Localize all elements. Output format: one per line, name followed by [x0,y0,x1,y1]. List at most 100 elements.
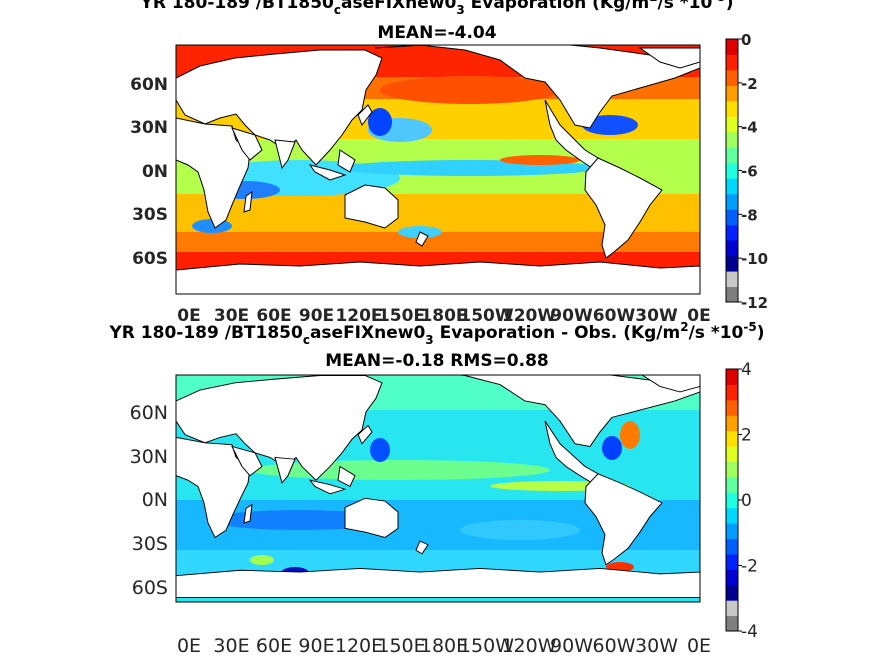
map-panel-evaporation-minus-obs: YR 180-189 /BT1850caseFIXnew03 Evaporati… [108,320,764,656]
lon-tick-label: 120W [501,635,556,656]
colorbar-segment [726,384,738,401]
lat-tick-label: 60N [130,75,168,95]
colorbar-segment [726,255,738,272]
bottom-lat-ticks: 60N 30N 0N 30S 60S [130,402,168,599]
colorbar-segment [726,224,738,241]
colorbar-segment [726,240,738,257]
bottom-colorbar-ticks: 4 2 0 -2 -4 [738,360,758,642]
colorbar-tick-label: -10 [741,250,768,268]
lat-tick-label: 0N [142,162,168,182]
lon-tick-label: 180E [420,306,467,326]
colorbar-segment [726,430,738,447]
colorbar-segment [726,85,738,102]
bottom-title: YR 180-189 /BT1850caseFIXnew03 Evaporati… [108,320,764,347]
colorbar-segment [726,507,738,524]
colorbar-segment [726,193,738,210]
lat-tick-label: 30S [132,205,168,225]
lat-tick-label: 60S [132,577,168,599]
colorbar-segment [726,415,738,432]
colorbar-tick-label: 0 [741,31,751,49]
lon-tick-label: 30E [214,306,249,326]
colorbar-segment [726,523,738,540]
colorbar-tick-label: 2 [741,426,752,446]
lon-tick-label: 60E [256,306,291,326]
colorbar-tick-label: -8 [741,206,758,224]
colorbar-tick-label: 4 [741,360,752,380]
lon-tick-label: 150W [459,306,513,326]
top-colorbar [725,38,739,303]
lon-tick-label: 60E [256,635,292,656]
colorbar-segment [726,538,738,555]
top-stats: MEAN=-4.04 [377,23,496,43]
lon-tick-label: 180E [420,635,468,656]
panel-title-text: YR 180-189 /BT1850caseFIXnew03 Evaporati… [108,320,764,347]
lon-tick-label: 0E [177,635,201,656]
colorbar-tick-label: -6 [741,163,758,181]
lon-tick-label: 90W [550,306,593,326]
colorbar-tick-label: -2 [741,557,758,577]
lon-tick-label: 150E [378,306,425,326]
top-lat-ticks: 60N 30N 0N 30S 60S [130,75,168,269]
colorbar-segment [726,553,738,570]
lon-tick-label: 30W [635,306,678,326]
top-colorbar-ticks: 0 -2 -4 -6 -8 -10 -12 [738,31,768,312]
colorbar-segment [726,147,738,164]
top-title: YR 180-189 /BT1850caseFIXnew03 Evaporati… [140,0,734,17]
colorbar-tick-label: -12 [741,294,768,312]
colorbar-segment [726,178,738,195]
lon-tick-label: 120W [502,306,556,326]
lon-tick-label: 90E [298,635,334,656]
colorbar-segment [726,399,738,416]
lon-tick-label: 60W [593,635,636,656]
colorbar-segment [726,461,738,478]
colorbar-segment [726,116,738,133]
colorbar-segment [726,584,738,601]
lat-tick-label: 30N [130,118,168,138]
lon-tick-label: 120E [335,306,382,326]
colorbar-segment [726,131,738,148]
bottom-stats: MEAN=-0.18 RMS=0.88 [325,351,549,371]
colorbar-tick-label: -4 [741,119,758,137]
colorbar-segment [726,100,738,117]
colorbar-tick-label: -2 [741,75,758,93]
colorbar-segment [726,476,738,493]
colorbar-segment [726,54,738,71]
map-panel-evaporation: YR 180-189 /BT1850caseFIXnew03 Evaporati… [130,0,768,326]
lon-tick-label: 90E [299,306,334,326]
lon-tick-label: 120E [335,635,383,656]
top-map-frame [175,44,701,295]
lon-tick-label: 0E [687,306,710,326]
colorbar-segment [726,209,738,226]
lon-tick-label: 30E [213,635,249,656]
colorbar-segment [726,492,738,509]
panel-title-text: YR 180-189 /BT1850caseFIXnew03 Evaporati… [140,0,734,17]
colorbar-segment [726,600,738,617]
lon-tick-label: 60W [593,306,636,326]
colorbar-segment [726,369,738,385]
lon-tick-label: 0E [687,635,711,656]
colorbar-segment [726,39,738,55]
colorbar-segment [726,271,738,288]
lon-tick-label: 30W [635,635,678,656]
lat-tick-label: 60N [130,402,168,424]
lat-tick-label: 30S [132,533,168,555]
colorbar-segment [726,569,738,586]
lon-tick-label: 0E [177,306,200,326]
colorbar-tick-label: 0 [741,491,752,511]
lon-tick-label: 90W [550,635,593,656]
colorbar-segment [726,286,738,303]
colorbar-segment [726,162,738,179]
bottom-map-frame [175,374,701,603]
lat-tick-label: 30N [130,446,168,468]
lat-tick-label: 0N [142,489,168,511]
colorbar-segment [726,69,738,86]
bottom-colorbar [725,368,739,632]
colorbar-segment [726,615,738,632]
lon-tick-label: 150W [459,635,514,656]
colorbar-segment [726,446,738,462]
lat-tick-label: 60S [132,249,168,269]
lon-tick-label: 150E [377,635,425,656]
